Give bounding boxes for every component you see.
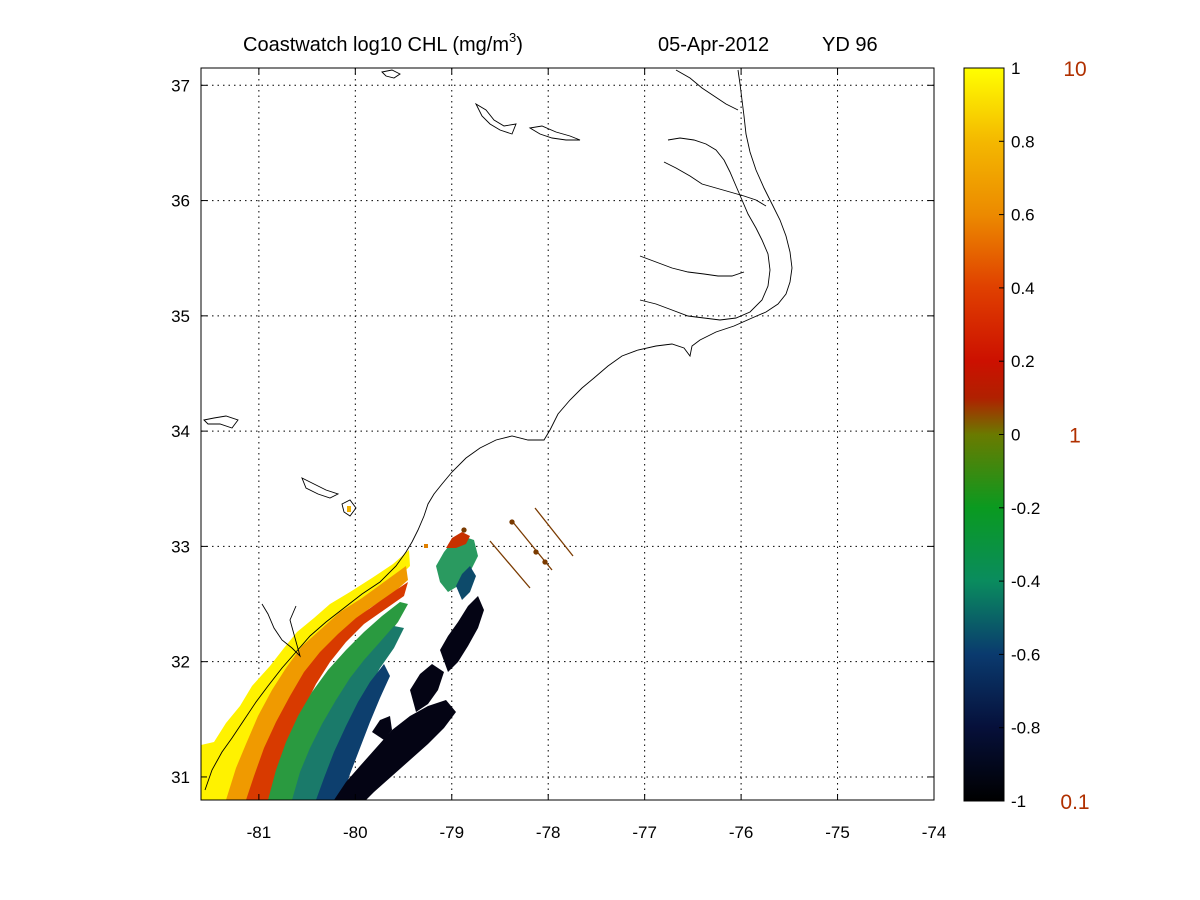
lon-tick-label: -75 (825, 823, 850, 842)
colorbar-tick-label: 0.2 (1011, 352, 1035, 371)
lon-tick-label: -81 (247, 823, 272, 842)
chl-speck (424, 544, 428, 548)
coastline-estuary-sc (261, 603, 301, 658)
ship-station-marker (509, 519, 515, 525)
ship-track-1 (489, 540, 531, 589)
colorbar-scale (963, 67, 1005, 802)
map-frame (200, 67, 935, 801)
chl-offshore-dark-4 (372, 716, 392, 740)
coastline (203, 69, 793, 791)
lat-tick-label: 36 (171, 192, 190, 211)
colorbar-tick-label: 0.6 (1011, 206, 1035, 225)
ship-station-marker (533, 549, 539, 555)
ship-track-3 (534, 507, 574, 557)
colorbar-tick-label: 0.4 (1011, 279, 1035, 298)
chl-band-blue (316, 664, 390, 800)
title-yearday: YD 96 (822, 34, 878, 56)
map-area: -81 -80 -79 -78 -77 -76 -75 -74 31 32 33 34 35 36 37 (171, 67, 946, 842)
chl-offshore-dark-2 (410, 664, 444, 712)
chl-offshore-patch-red (446, 532, 470, 548)
coastline-inland-7 (675, 69, 739, 111)
lat-tick-label: 34 (171, 422, 190, 441)
colorbar-tick-label: 0.8 (1011, 132, 1035, 151)
ship-tracks (461, 507, 574, 589)
colorbar: 1 0.8 0.6 0.4 0.2 0 -0.2 -0.4 -0.6 -0.8 -1 10 1 0.1 (963, 58, 1090, 814)
coastline-inland-1 (474, 102, 517, 135)
coastline-inland-3 (203, 415, 239, 429)
lat-tick-label: 35 (171, 307, 190, 326)
coastline-inland-2 (528, 125, 581, 141)
colorbar-tick-label: 0 (1011, 426, 1020, 445)
title-unit-close: ) (516, 34, 523, 56)
colorbar-tick-label: -0.6 (1011, 645, 1040, 664)
chl-speck (347, 506, 351, 512)
colorbar-tick-label: -1 (1011, 792, 1026, 811)
colorbar-tick-label: -0.8 (1011, 719, 1040, 738)
lat-tick-label: 37 (171, 76, 190, 95)
lon-tick-label: -74 (922, 823, 947, 842)
chl-offshore-dark-1 (440, 596, 484, 672)
title-product: Coastwatch log10 CHL (mg/m (243, 34, 509, 56)
ship-station-marker (542, 559, 548, 565)
colorbar-tick-label: -0.2 (1011, 499, 1040, 518)
coastline-albemarle (663, 161, 767, 207)
lat-tick-label: 33 (171, 537, 190, 556)
chl-offshore-patch-green (436, 536, 478, 592)
lat-tick-label: 31 (171, 768, 190, 787)
lat-tick-label: 32 (171, 653, 190, 672)
coastline-inland-5 (341, 499, 357, 517)
chl-offshore-patch-blue (456, 566, 476, 600)
coastline-pamlico-sound (639, 137, 771, 321)
chlorophyll-field (201, 506, 484, 800)
chl-band-teal (292, 626, 404, 800)
lon-tick-label: -79 (439, 823, 464, 842)
chl-offshore-dark-3 (334, 700, 456, 800)
colorbar-concentration-label: 10 (1063, 58, 1086, 81)
lon-tick-label: -76 (729, 823, 754, 842)
coastline-inland-6 (381, 69, 401, 79)
map-title: Coastwatch log10 CHL (mg/m3) (243, 30, 523, 56)
colorbar-tick-label: -0.4 (1011, 572, 1040, 591)
coastline-neuse (639, 255, 745, 277)
coastline-mainland (204, 69, 793, 791)
title-unit-superscript: 3 (509, 30, 516, 45)
lon-tick-label: -77 (632, 823, 657, 842)
lon-tick-label: -80 (343, 823, 368, 842)
colorbar-ticks: 1 0.8 0.6 0.4 0.2 0 -0.2 -0.4 -0.6 -0.8 -1 10 1 0.1 (999, 58, 1090, 814)
colorbar-concentration-label: 1 (1069, 425, 1081, 448)
colorbar-concentration-label: 0.1 (1060, 791, 1089, 814)
lon-tick-label: -78 (536, 823, 561, 842)
map-axis-ticks: -81 -80 -79 -78 -77 -76 -75 -74 31 32 33 34 35 36 37 (171, 68, 946, 842)
title-date: 05-Apr-2012 (658, 34, 769, 56)
coastline-inland-4 (301, 477, 340, 499)
colorbar-tick-label: 1 (1011, 59, 1020, 78)
ship-station-marker (461, 527, 467, 533)
